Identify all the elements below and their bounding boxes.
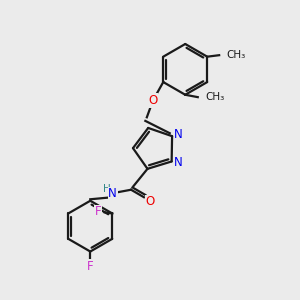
Text: O: O	[148, 94, 158, 107]
Text: CH₃: CH₃	[205, 92, 224, 102]
Text: N: N	[174, 128, 183, 141]
Text: N: N	[108, 187, 117, 200]
Text: CH₃: CH₃	[226, 50, 246, 60]
Text: O: O	[145, 195, 154, 208]
Text: H: H	[103, 184, 111, 194]
Text: F: F	[87, 260, 94, 273]
Text: F: F	[94, 206, 101, 218]
Text: N: N	[174, 156, 183, 170]
